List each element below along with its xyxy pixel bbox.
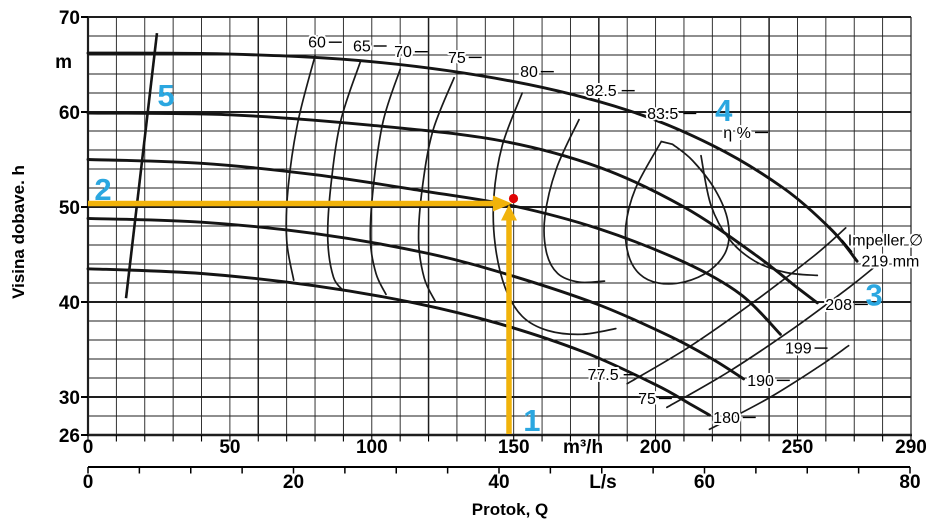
- x-tick-label-m3h-290: 290: [895, 437, 927, 458]
- step-marker-4: 4: [715, 93, 733, 128]
- head-arrow-tip: [493, 195, 512, 212]
- x-tick-label-ls-60: 60: [694, 472, 715, 493]
- step-marker-1: 1: [523, 403, 540, 438]
- x-tick-label-ls-20: 20: [283, 472, 304, 493]
- impeller-family-label-line1: Impeller ∅: [848, 232, 923, 249]
- impeller-label-199: 199: [785, 341, 812, 358]
- y-tick-label-26: 26: [59, 426, 80, 447]
- x-tick-label-ls-0: 0: [83, 472, 94, 493]
- efficiency-contour-75: [417, 76, 455, 303]
- efficiency-contour-70: [369, 68, 402, 296]
- efficiency-label-75: 75: [448, 50, 466, 67]
- x-tick-label-m3h-250: 250: [782, 437, 814, 458]
- impeller-curve-190: [86, 216, 746, 381]
- efficiency-contour-83.5: [624, 140, 730, 285]
- efficiency-contour-aux-7: [700, 154, 819, 277]
- y-tick-label-30: 30: [59, 388, 80, 409]
- x-tick-label-m3h-100: 100: [356, 437, 388, 458]
- annotation-layer: [88, 193, 519, 434]
- efficiency-contour-aux-10: [708, 344, 850, 431]
- efficiency-contour-77.5: [626, 227, 847, 385]
- efficiency-label-60: 60: [308, 35, 326, 52]
- flow-arrow-tip: [501, 204, 517, 221]
- impeller-label-208: 208: [825, 297, 852, 314]
- efficiency-contour-65: [326, 60, 362, 292]
- impeller-curve-180: [86, 267, 711, 417]
- efficiency-contour-82.5: [543, 118, 606, 284]
- efficiency-label-83.5: 83.5: [647, 106, 678, 123]
- y-axis-unit-label: m: [55, 52, 72, 73]
- y-tick-label-40: 40: [59, 293, 80, 314]
- y-axis-title: Visina dobave. h: [9, 165, 28, 299]
- efficiency-label-80: 80: [520, 64, 538, 81]
- efficiency-contour-80: [492, 92, 617, 336]
- efficiency-unit-label: η %: [723, 125, 751, 142]
- x-axis-unit-ls: L/s: [589, 472, 616, 493]
- y-tick-label-50: 50: [59, 198, 80, 219]
- step-marker-5: 5: [157, 78, 174, 113]
- x-tick-label-m3h-50: 50: [219, 437, 240, 458]
- x-axis-unit-m3h: m³/h: [563, 437, 603, 458]
- x-tick-label-m3h-200: 200: [640, 437, 672, 458]
- x-axis-title: Protok, Q: [472, 500, 549, 519]
- impeller-label-leader: [841, 239, 853, 253]
- efficiency-label-77.5: 77.5: [588, 367, 619, 384]
- x-tick-label-m3h-150: 150: [498, 437, 530, 458]
- y-tick-label-60: 60: [59, 103, 80, 124]
- impeller-label-180: 180: [713, 410, 740, 427]
- impeller-curve-219: [86, 51, 859, 263]
- impeller-label-190: 190: [747, 373, 774, 390]
- efficiency-label-70: 70: [394, 44, 412, 61]
- grid-layer: [81, 15, 912, 474]
- efficiency-label-65: 65: [353, 39, 371, 56]
- x-tick-label-ls-40: 40: [488, 472, 509, 493]
- efficiency-label-75: 75: [638, 391, 656, 408]
- y-tick-label-70: 70: [59, 8, 80, 29]
- efficiency-contour-75: [666, 264, 878, 409]
- x-tick-label-m3h-0: 0: [83, 437, 94, 458]
- impeller-family-label-line2: 219 mm: [862, 253, 920, 270]
- efficiency-label-82.5: 82.5: [586, 83, 617, 100]
- step-marker-3: 3: [865, 277, 882, 312]
- efficiency-contour-60: [285, 55, 316, 282]
- impeller-curve-208: [86, 111, 819, 305]
- operating-point-dot: [508, 193, 519, 204]
- selection-line-5: [124, 32, 159, 299]
- x-tick-label-ls-80: 80: [899, 472, 920, 493]
- step-marker-2: 2: [94, 172, 111, 207]
